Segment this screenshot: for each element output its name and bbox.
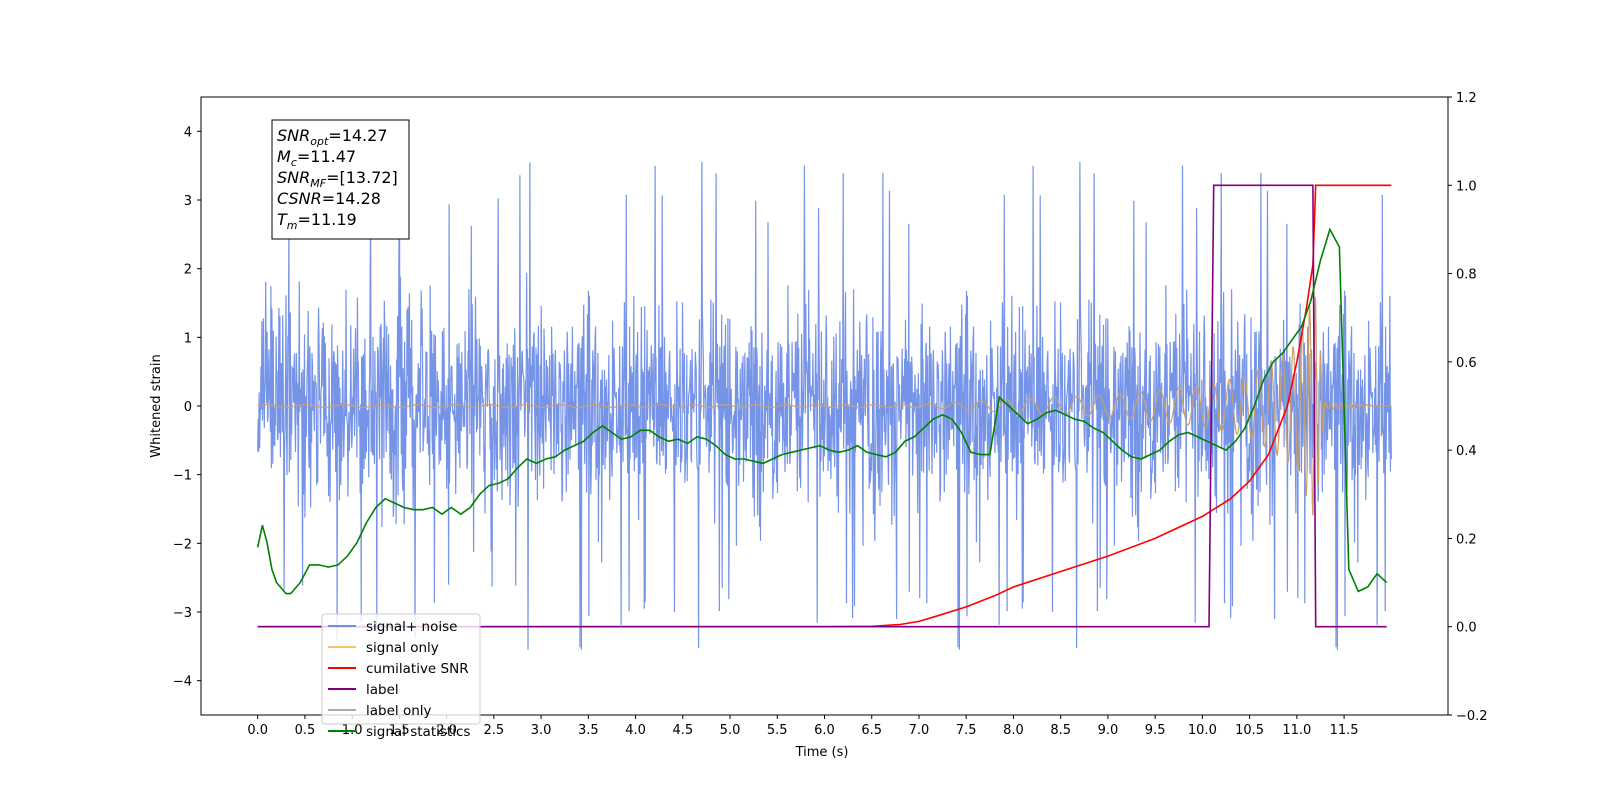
y-left-axis-ticks: 4 3 2 1 0 −1 −2 −3 −4 — [173, 125, 201, 690]
annotation-line: Mc=11.47 — [277, 147, 356, 169]
x-tick-label: 9.5 — [1145, 723, 1166, 738]
x-tick-label: 7.5 — [956, 723, 977, 738]
y-left-tick-label: 2 — [184, 263, 192, 278]
series-label-line — [257, 184, 1387, 628]
legend-label: label — [366, 682, 399, 698]
y-right-tick-label: 1.0 — [1456, 179, 1477, 194]
annotation-line: SNRMF=[13.72] — [277, 168, 398, 190]
legend-label: signal only — [366, 640, 439, 656]
x-tick-label: 3.0 — [531, 723, 552, 738]
y-right-tick-label: 0.4 — [1456, 444, 1477, 459]
series-signal-noise-line — [257, 160, 1392, 650]
x-tick-label: 5.5 — [767, 723, 788, 738]
series-cumulative-snr-line — [257, 184, 1392, 628]
y-left-tick-label: 1 — [184, 331, 192, 346]
plot-area — [256, 160, 1392, 650]
annotation-line: SNRopt=14.27 — [277, 126, 388, 148]
y-left-tick-label: −2 — [173, 537, 192, 552]
x-tick-label: 6.5 — [861, 723, 882, 738]
x-axis-ticks: 0.0 0.5 1.0 1.5 2.0 2.5 3.0 3.5 4.0 4.5 5.0 5.5 6.0 6… — [247, 715, 1359, 738]
x-tick-label: 11.5 — [1330, 723, 1359, 738]
y-right-tick-label: −0.2 — [1456, 709, 1488, 724]
x-tick-label: 8.5 — [1050, 723, 1071, 738]
x-tick-label: 1.5 — [389, 723, 410, 738]
stats-annotation-box: SNRopt=14.27Mc=11.47SNRMF=[13.72]CSNR=14… — [271, 119, 410, 240]
x-tick-label: 0.0 — [247, 723, 268, 738]
x-tick-label: 0.5 — [295, 723, 316, 738]
legend-label: signal statistics — [366, 724, 470, 740]
annotation-line: Tm=11.19 — [277, 210, 357, 232]
y-right-tick-label: 0.2 — [1456, 532, 1477, 547]
legend-label: label only — [366, 703, 432, 719]
y-left-tick-label: −1 — [173, 469, 192, 484]
y-right-axis-ticks: 1.2 1.0 0.8 0.6 0.4 0.2 0.0 −0.2 — [1448, 91, 1488, 724]
annotation-frame — [271, 119, 410, 240]
x-tick-label: 4.5 — [672, 723, 693, 738]
series-signal-statistics-line — [256, 227, 1388, 595]
x-tick-label: 2.0 — [436, 723, 457, 738]
x-tick-label: 2.5 — [484, 723, 505, 738]
x-tick-label: 11.0 — [1282, 723, 1311, 738]
legend-label: cumilative SNR — [366, 661, 469, 677]
x-tick-label: 7.0 — [909, 723, 930, 738]
x-tick-label: 10.0 — [1188, 723, 1217, 738]
x-tick-label: 10.5 — [1235, 723, 1264, 738]
legend: signal+ noise signal only cumilative SNR la… — [321, 613, 481, 740]
legend-frame — [321, 613, 481, 725]
y-left-tick-label: 0 — [184, 400, 192, 415]
x-tick-label: 4.0 — [625, 723, 646, 738]
x-tick-label: 8.0 — [1003, 723, 1024, 738]
y-right-tick-label: 0.6 — [1456, 356, 1477, 371]
y-right-tick-label: 0.8 — [1456, 268, 1477, 283]
y-left-axis-label: Whitened strain — [149, 354, 164, 457]
y-left-tick-label: −4 — [173, 675, 192, 690]
y-right-tick-label: 1.2 — [1456, 91, 1477, 106]
x-tick-label: 3.5 — [578, 723, 599, 738]
y-left-tick-label: 3 — [184, 194, 192, 209]
y-right-tick-label: 0.0 — [1456, 621, 1477, 636]
x-tick-label: 5.0 — [720, 723, 741, 738]
x-axis-label: Time (s) — [795, 745, 849, 760]
series-signal-only-line — [257, 296, 1392, 516]
y-left-tick-label: −3 — [173, 606, 192, 621]
x-tick-label: 6.0 — [814, 723, 835, 738]
x-tick-label: 9.0 — [1098, 723, 1119, 738]
legend-label: signal+ noise — [366, 619, 457, 635]
y-left-tick-label: 4 — [184, 125, 192, 140]
annotation-line: CSNR=14.28 — [277, 189, 381, 208]
